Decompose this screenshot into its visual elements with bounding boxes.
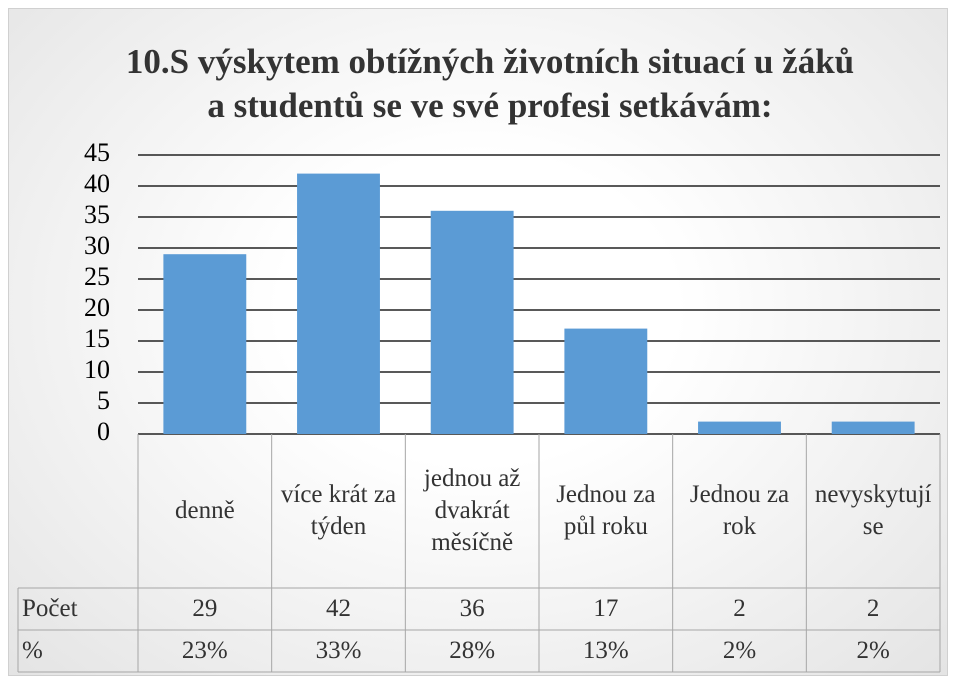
y-tick-label: 25 [84,262,110,291]
x-tick-label: nevyskytují se [814,481,932,540]
row-label: Počet [22,595,78,622]
row-label: % [22,637,43,664]
y-tick-label: 0 [97,417,110,446]
bar [163,254,247,434]
bar [564,328,648,434]
y-tick-label: 5 [97,386,110,415]
table-value: 17 [593,595,619,622]
table-value: 13% [582,637,629,664]
table-value: 36 [459,595,485,622]
table-value: 28% [449,637,496,664]
x-tick-label: jednou až dvakrát měsíčně [423,465,521,556]
table-value: 29 [192,595,218,622]
bar [297,173,380,434]
table-value: 2 [733,595,746,622]
table-value: 33% [315,637,362,664]
x-tick-label: více krát za týden [280,481,397,540]
y-tick-label: 20 [84,293,110,322]
table-value: 2% [856,637,890,664]
x-tick-label: denně [174,497,235,524]
bar [430,210,514,434]
y-tick-label: 45 [84,138,110,167]
chart-title: 10.S výskytem obtížných životních situac… [125,42,855,125]
x-tick-label: Jednou za rok [689,481,790,540]
table-value: 42 [325,595,351,622]
y-tick-label: 35 [84,200,110,229]
table-value: 2 [866,595,880,622]
y-tick-label: 30 [84,231,110,260]
table-value: 23% [181,637,228,664]
y-tick-label: 15 [84,324,110,353]
y-tick-label: 40 [84,169,110,198]
x-tick-label: Jednou za půl roku [556,481,656,540]
y-tick-label: 10 [84,355,110,384]
table-value: 2% [722,637,757,664]
bar [698,421,781,434]
bar [831,421,915,434]
